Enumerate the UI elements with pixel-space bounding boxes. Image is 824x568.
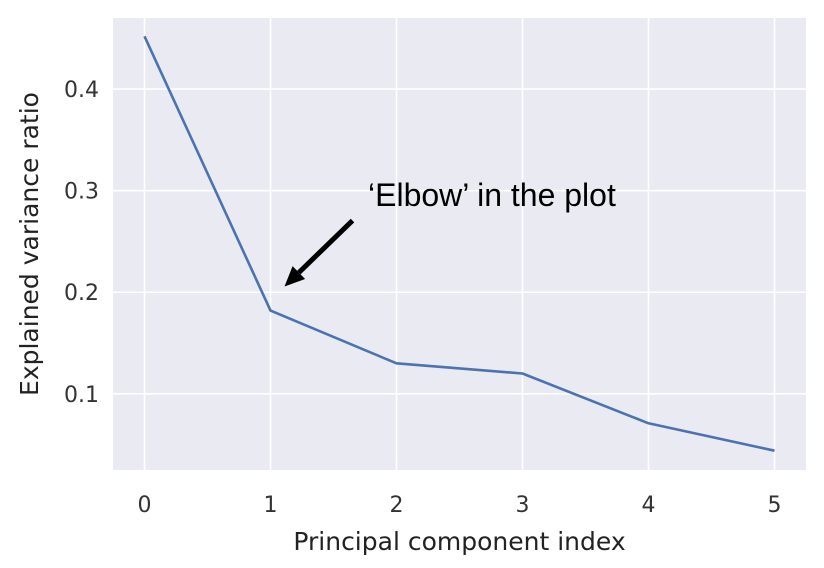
annotation-arrow	[297, 218, 355, 275]
x-tick-labels: 0 1 2 3 4 5	[138, 493, 782, 518]
x-tick-label: 0	[138, 493, 152, 518]
y-tick-label: 0.4	[64, 78, 99, 103]
x-axis-label: Principal component index	[293, 527, 625, 556]
y-tick-label: 0.1	[64, 383, 99, 408]
x-tick-label: 3	[516, 493, 530, 518]
x-tick-label: 2	[390, 493, 404, 518]
annotation-arrow-head	[284, 266, 306, 287]
y-tick-labels: 0.1 0.2 0.3 0.4	[64, 78, 99, 408]
x-tick-label: 4	[642, 493, 656, 518]
y-tick-label: 0.3	[64, 180, 99, 205]
y-axis-label: Explained variance ratio	[15, 92, 44, 396]
grid	[113, 18, 806, 470]
x-tick-label: 5	[768, 493, 782, 518]
annotation-text: ‘Elbow’ in the plot	[368, 177, 616, 213]
plot-background	[113, 18, 806, 470]
series-line	[143, 35, 775, 452]
x-tick-label: 1	[264, 493, 278, 518]
y-tick-label: 0.2	[64, 281, 99, 306]
